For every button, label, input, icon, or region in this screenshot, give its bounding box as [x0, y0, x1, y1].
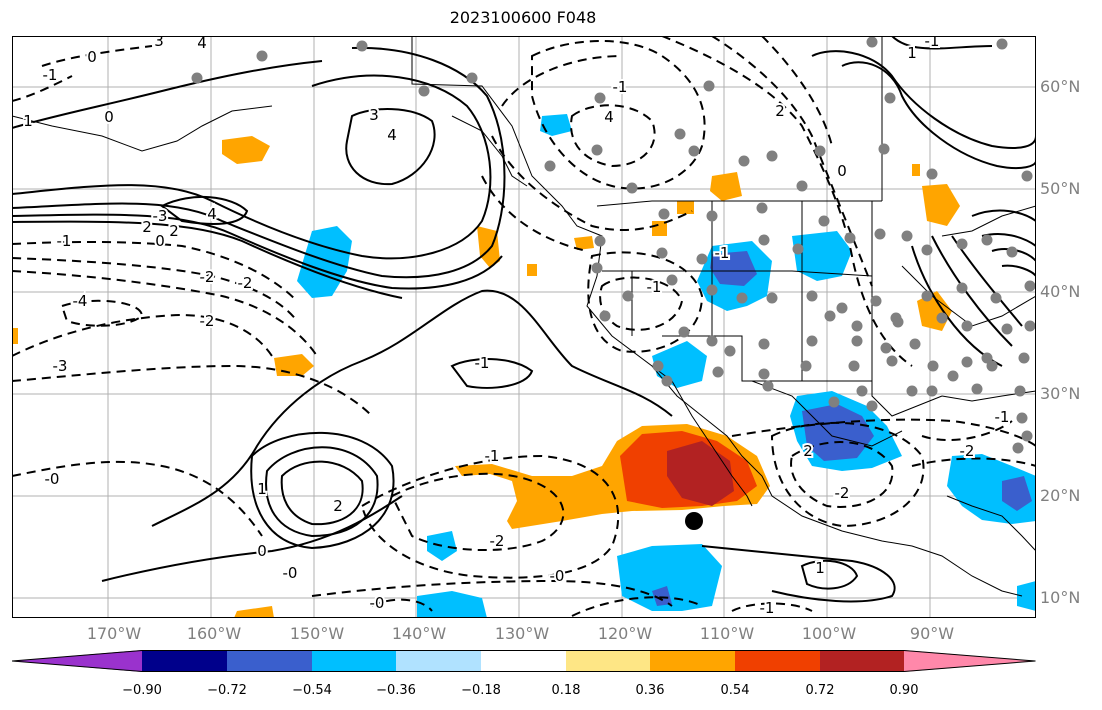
colorbar-label: −0.18: [461, 683, 501, 698]
svg-text:4: 4: [197, 36, 207, 52]
colorbar-bin-7: [650, 650, 735, 672]
colorbar-label: −0.72: [207, 683, 247, 698]
colorbar-bin-1: [142, 650, 227, 672]
lon-label-140w: 140°W: [391, 624, 447, 643]
svg-text:-2: -2: [960, 442, 975, 460]
lon-label-170w: 170°W: [86, 624, 142, 643]
anomaly-fills: [12, 114, 1036, 618]
svg-text:-2: -2: [200, 268, 215, 286]
svg-text:-1: -1: [43, 66, 58, 84]
storm-center-marker: [685, 512, 703, 530]
svg-text:2: 2: [803, 442, 813, 460]
weather-map: -1 0 0 3 4 3 4 1 2 -3 4 2 -1 -2 0 -2 -4 …: [12, 36, 1036, 618]
colorbar-label: −0.36: [376, 683, 416, 698]
svg-text:-2: -2: [835, 484, 850, 502]
colorbar-bin-6: [566, 650, 650, 672]
svg-text:-1: -1: [760, 599, 775, 617]
lon-label-90w: 90°W: [909, 624, 955, 643]
lat-label-30n: 30°N: [1040, 384, 1081, 403]
svg-text:-4: -4: [73, 292, 88, 310]
svg-text:-2: -2: [238, 274, 253, 292]
lat-label-40n: 40°N: [1040, 282, 1081, 301]
colorbar-bin-2: [227, 650, 312, 672]
svg-text:-1: -1: [475, 354, 490, 372]
colorbar-label: 0.90: [889, 683, 919, 698]
svg-text:-1: -1: [925, 36, 940, 50]
colorbar: [12, 650, 1036, 672]
svg-text:2: 2: [169, 222, 179, 240]
svg-text:-2: -2: [200, 312, 215, 330]
svg-text:-1: -1: [647, 278, 662, 296]
svg-text:1: 1: [257, 480, 267, 498]
svg-text:-1: -1: [57, 232, 72, 250]
colorbar-underflow: [12, 650, 142, 672]
svg-text:0: 0: [257, 542, 267, 560]
contour-labels: -1 0 0 3 4 3 4 1 2 -3 4 2 -1 -2 0 -2 -4 …: [21, 36, 1011, 618]
lon-label-120w: 120°W: [597, 624, 653, 643]
lat-label-20n: 20°N: [1040, 486, 1081, 505]
svg-text:-0: -0: [370, 594, 385, 612]
colorbar-bin-3: [312, 650, 396, 672]
svg-text:-1: -1: [715, 244, 730, 262]
svg-text:-0: -0: [283, 564, 298, 582]
svg-text:-1: -1: [995, 408, 1010, 426]
svg-text:0: 0: [837, 162, 847, 180]
colorbar-bin-9: [820, 650, 904, 672]
svg-text:1: 1: [23, 112, 33, 130]
lat-label-50n: 50°N: [1040, 179, 1081, 198]
svg-text:4: 4: [207, 205, 217, 223]
svg-text:4: 4: [387, 126, 397, 144]
svg-text:-2: -2: [490, 532, 505, 550]
chart-title: 2023100600 F048: [449, 8, 597, 27]
lon-label-130w: 130°W: [494, 624, 550, 643]
svg-text:2: 2: [775, 102, 785, 120]
svg-text:3: 3: [369, 106, 379, 124]
colorbar-bin-5: [481, 650, 566, 672]
svg-text:-0: -0: [550, 567, 565, 585]
svg-text:0: 0: [155, 232, 165, 250]
svg-text:2: 2: [333, 497, 343, 515]
svg-text:1: 1: [907, 44, 917, 62]
lon-label-110w: 110°W: [699, 624, 755, 643]
svg-text:3: 3: [154, 36, 164, 50]
lat-label-60n: 60°N: [1040, 77, 1081, 96]
colorbar-label: 0.36: [635, 683, 665, 698]
svg-text:-1: -1: [613, 78, 628, 96]
lon-label-160w: 160°W: [186, 624, 242, 643]
svg-text:0: 0: [87, 48, 97, 66]
colorbar-label: 0.18: [551, 683, 581, 698]
svg-text:-3: -3: [153, 207, 168, 225]
colorbar-label: 0.72: [805, 683, 835, 698]
svg-text:1: 1: [815, 559, 825, 577]
peak-anomaly-mexico: [667, 441, 734, 506]
colorbar-bin-4: [396, 650, 481, 672]
lat-label-10n: 10°N: [1040, 588, 1081, 607]
colorbar-overflow: [904, 650, 1036, 672]
station-markers: [191, 36, 1036, 454]
colorbar-bin-8: [735, 650, 820, 672]
colorbar-label: −0.90: [122, 683, 162, 698]
svg-text:-1: -1: [485, 447, 500, 465]
svg-text:-3: -3: [53, 357, 68, 375]
svg-text:2: 2: [142, 218, 152, 236]
contour-label-4: 4: [604, 108, 614, 126]
svg-text:-0: -0: [45, 470, 60, 488]
lon-label-150w: 150°W: [289, 624, 345, 643]
svg-text:0: 0: [104, 108, 114, 126]
colorbar-label: −0.54: [292, 683, 332, 698]
colorbar-label: 0.54: [720, 683, 750, 698]
lon-label-100w: 100°W: [801, 624, 857, 643]
coastlines: [12, 36, 1036, 597]
